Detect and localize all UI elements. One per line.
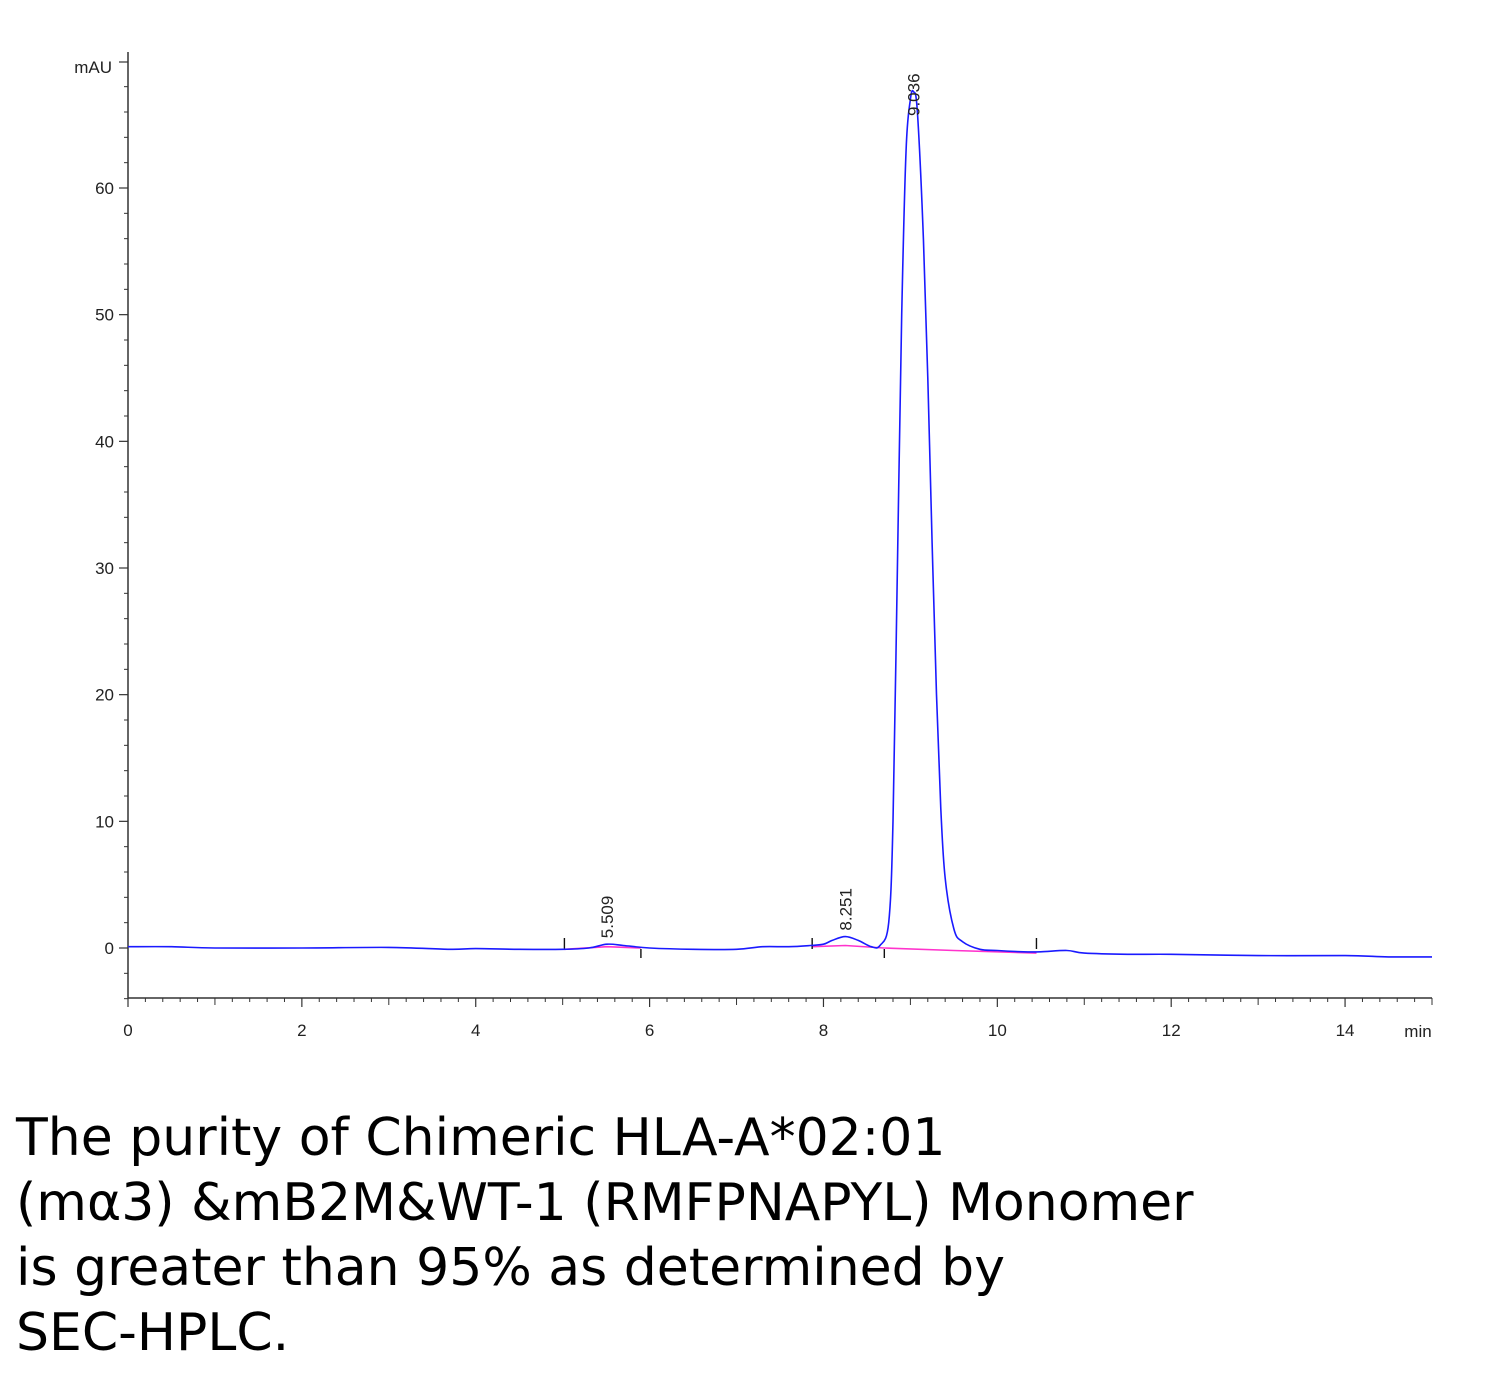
caption-line: The purity of Chimeric HLA-A*02:01 xyxy=(16,1108,946,1168)
x-tick-label: 14 xyxy=(1336,1021,1355,1040)
chromatogram: 0 10 20 30 40 50 60 0 2 4 6 8 10 12 14 5.509 8.251 9.036… xyxy=(74,52,1433,1041)
x-axis-label: min xyxy=(1404,1022,1431,1041)
y-tick-label: 50 xyxy=(95,306,114,325)
caption-line: (mα3) &mB2M&WT-1 (RMFPNAPYL) Monomer xyxy=(16,1173,1194,1233)
x-tick-label: 4 xyxy=(471,1021,480,1040)
x-tick-label: 8 xyxy=(819,1021,828,1040)
signal-trace xyxy=(127,89,1433,958)
x-tick-label: 10 xyxy=(988,1021,1007,1040)
peak-label: 5.509 xyxy=(598,896,617,939)
peak-label: 9.036 xyxy=(905,73,924,116)
y-tick-label: 30 xyxy=(95,559,114,578)
baseline-line xyxy=(884,947,1037,954)
y-tick-label: 0 xyxy=(105,939,114,958)
caption-line: is greater than 95% as determined by xyxy=(16,1238,1005,1298)
y-tick-label: 20 xyxy=(95,686,114,705)
y-tick-label: 60 xyxy=(95,179,114,198)
x-tick-label: 6 xyxy=(645,1021,654,1040)
axes: 0 10 20 30 40 50 60 0 2 4 6 8 10 12 14 xyxy=(95,52,1433,1040)
y-axis-label: mAU xyxy=(74,58,112,77)
x-tick-label: 12 xyxy=(1162,1021,1181,1040)
y-tick-label: 40 xyxy=(95,432,114,451)
caption-line: SEC-HPLC. xyxy=(16,1303,290,1363)
plot-marks: 5.509 8.251 9.036 xyxy=(127,73,1433,958)
x-tick-label: 2 xyxy=(297,1021,306,1040)
x-tick-label: 0 xyxy=(123,1021,132,1040)
caption: The purity of Chimeric HLA-A*02:01 (mα3)… xyxy=(16,1106,1456,1366)
y-tick-label: 10 xyxy=(95,812,114,831)
peak-label: 8.251 xyxy=(836,888,855,931)
